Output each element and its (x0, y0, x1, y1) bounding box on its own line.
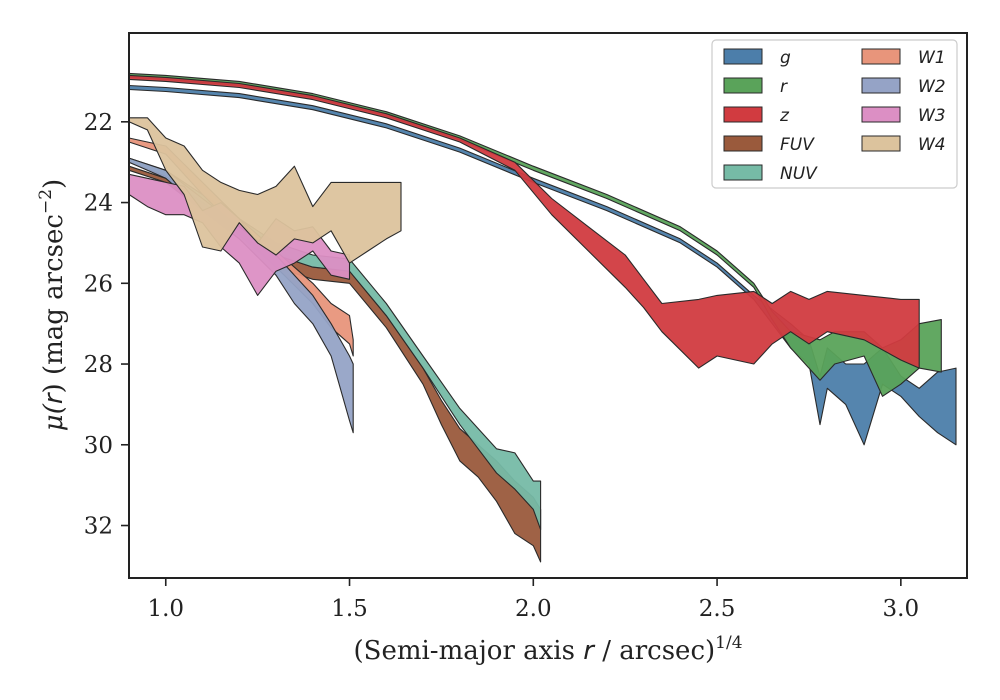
x-tick-label: 3.0 (883, 596, 920, 622)
y-tick-label: 30 (84, 433, 113, 459)
x-tick-label: 1.0 (147, 596, 184, 622)
legend-swatch-W4 (861, 135, 901, 152)
legend-label-FUV: FUV (780, 135, 815, 155)
legend-label-W4: W4 (918, 135, 946, 155)
legend-label-W3: W3 (918, 106, 946, 126)
series-band-W4 (128, 117, 402, 264)
legend-label-r: r (780, 77, 788, 97)
legend-label-g: g (780, 48, 791, 68)
legend-swatch-W3 (861, 106, 901, 123)
y-tick-label: 28 (84, 352, 113, 378)
series-band-g (128, 84, 957, 446)
legend-swatch-NUV (723, 164, 763, 181)
legend-label-W1: W1 (918, 48, 946, 68)
series-layer (128, 72, 957, 563)
x-tick-label: 2.5 (699, 596, 736, 622)
y-axis-title: μ(r) (mag arcsec−2) (36, 179, 69, 431)
y-axis: 22 24 26 28 30 32 (84, 110, 129, 540)
series-band-z (128, 74, 920, 369)
legend-swatch-W1 (861, 48, 901, 65)
x-axis-title: (Semi-major axis r / arcsec)1/4 (353, 633, 742, 666)
y-tick-label: 24 (84, 191, 113, 217)
x-axis: 1.0 1.5 2.0 2.5 3.0 (147, 578, 919, 622)
legend-label-NUV: NUV (780, 164, 818, 184)
plot-frame (128, 32, 968, 579)
legend-swatch-r (723, 77, 763, 94)
legend-label-W2: W2 (918, 77, 946, 97)
legend-swatch-z (723, 106, 763, 123)
legend-swatch-W2 (861, 77, 901, 94)
x-tick-label: 2.0 (515, 596, 552, 622)
x-tick-label: 1.5 (331, 596, 368, 622)
y-tick-label: 32 (84, 514, 113, 540)
legend-swatch-g (723, 48, 763, 65)
legend-swatch-FUV (723, 135, 763, 152)
y-tick-label: 22 (84, 110, 113, 136)
y-tick-label: 26 (84, 271, 113, 297)
legend-label-z: z (779, 106, 790, 126)
legend: grz FUV NUV W1 W2 W3 W4 (711, 39, 958, 189)
